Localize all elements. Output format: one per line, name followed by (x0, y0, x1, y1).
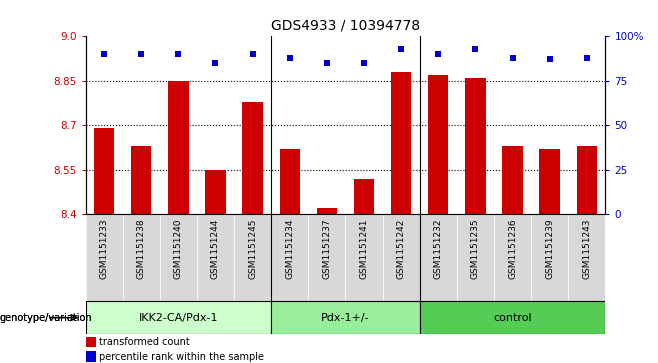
Text: GSM1151238: GSM1151238 (137, 219, 145, 279)
Point (173, 51, 184, 57)
Bar (234, 214, 271, 301)
Text: GSM1151232: GSM1151232 (434, 219, 443, 279)
Text: GSM1151241: GSM1151241 (359, 219, 368, 279)
Bar (576, 146, 597, 214)
Point (322, 60, 332, 66)
Text: Pdx-1+/-: Pdx-1+/- (321, 313, 370, 323)
Bar (502, 146, 522, 214)
Point (136, 51, 147, 57)
Bar (242, 102, 263, 214)
Title: GDS4933 / 10394778: GDS4933 / 10394778 (271, 19, 420, 32)
Point (284, 55, 295, 61)
Text: GSM1151236: GSM1151236 (508, 219, 517, 279)
Bar (86, 337, 96, 347)
Point (507, 55, 518, 61)
Point (247, 51, 258, 57)
Bar (160, 214, 197, 301)
Text: GSM1151242: GSM1151242 (397, 219, 405, 279)
Bar (465, 78, 486, 214)
Text: percentile rank within the sample: percentile rank within the sample (99, 352, 264, 362)
Bar (86, 301, 271, 334)
Bar (309, 214, 345, 301)
Text: genotype/variation: genotype/variation (0, 313, 93, 323)
Text: GSM1151237: GSM1151237 (322, 219, 332, 279)
Bar (531, 214, 569, 301)
Bar (457, 214, 494, 301)
Text: GSM1151240: GSM1151240 (174, 219, 183, 279)
Text: GSM1151245: GSM1151245 (248, 219, 257, 279)
Bar (271, 214, 309, 301)
Text: genotype/variation: genotype/variation (0, 313, 93, 323)
Bar (316, 208, 337, 214)
Bar (494, 214, 531, 301)
Point (396, 46, 407, 52)
Text: GSM1151243: GSM1151243 (582, 219, 592, 279)
Point (544, 57, 555, 62)
Bar (540, 149, 560, 214)
Point (470, 46, 480, 52)
Text: control: control (494, 313, 532, 323)
Point (211, 60, 221, 66)
Bar (420, 301, 605, 334)
Point (582, 55, 592, 61)
Bar (345, 214, 382, 301)
Bar (271, 301, 420, 334)
Bar (391, 72, 411, 214)
Text: GSM1151239: GSM1151239 (545, 219, 554, 279)
Bar (86, 351, 96, 362)
Bar (354, 179, 374, 214)
Bar (428, 75, 449, 214)
Bar (122, 214, 160, 301)
Text: transformed count: transformed count (99, 337, 190, 347)
Text: GSM1151234: GSM1151234 (286, 219, 294, 279)
Bar (280, 149, 300, 214)
Text: IKK2-CA/Pdx-1: IKK2-CA/Pdx-1 (139, 313, 218, 323)
Bar (569, 214, 605, 301)
Bar (205, 170, 226, 214)
Point (433, 51, 443, 57)
Text: GSM1151235: GSM1151235 (471, 219, 480, 279)
Bar (94, 128, 114, 214)
Point (99, 51, 109, 57)
Text: GSM1151244: GSM1151244 (211, 219, 220, 279)
Point (359, 60, 369, 66)
Bar (86, 214, 122, 301)
Bar (131, 146, 151, 214)
Bar (420, 214, 457, 301)
Text: GSM1151233: GSM1151233 (99, 219, 109, 279)
Bar (168, 81, 189, 214)
Bar (197, 214, 234, 301)
Bar (382, 214, 420, 301)
